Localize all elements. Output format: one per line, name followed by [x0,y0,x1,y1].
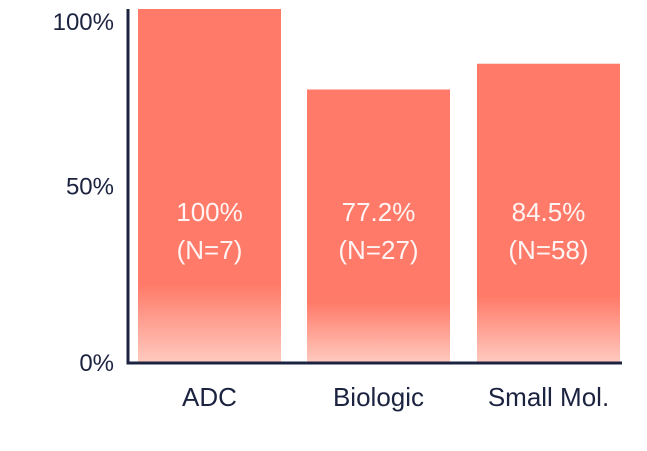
data-label-value: 77.2% [342,197,416,227]
bar-adc [138,9,281,362]
data-label-count: (N=27) [338,235,418,265]
x-tick-label: ADC [182,382,237,412]
bars-group [138,9,620,363]
y-axis: 0% 50% 100% [53,9,130,377]
data-label-count: (N=58) [508,235,588,265]
bar-biologic [307,89,450,362]
data-label-value: 100% [176,197,243,227]
x-tick-label: Biologic [333,382,424,412]
y-tick-label: 50% [66,174,114,201]
y-tick-label: 100% [53,9,114,36]
x-tick-label: Small Mol. [488,382,609,412]
x-axis: ADC Biologic Small Mol. [126,361,622,412]
data-labels-group: 100% (N=7) 77.2% (N=27) 84.5% (N=58) [176,197,588,265]
data-label-value: 84.5% [512,197,586,227]
y-tick-label: 0% [79,350,114,377]
bar-small-mol [477,63,620,363]
data-label-count: (N=7) [177,235,243,265]
